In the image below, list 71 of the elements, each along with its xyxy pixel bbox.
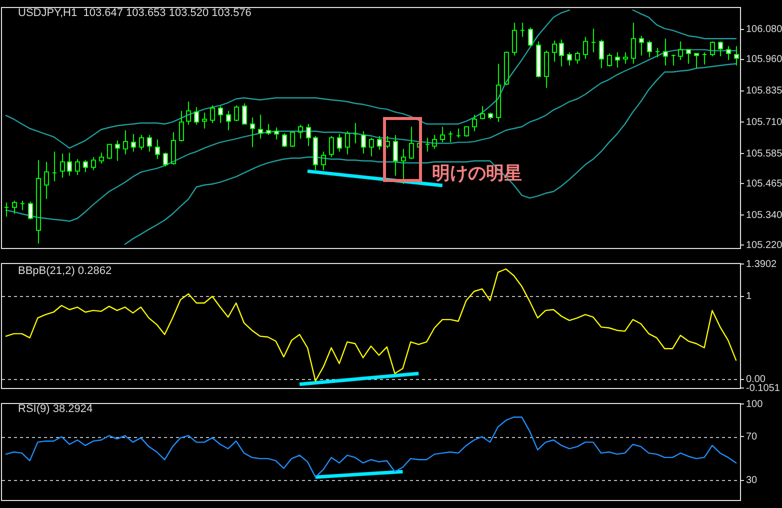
candlestick <box>559 39 564 67</box>
candlestick <box>171 132 176 166</box>
y-tick-label: 105.960 <box>746 54 782 66</box>
candlestick <box>440 126 445 143</box>
candlestick <box>147 134 152 152</box>
y-tick-label: 1.3902 <box>746 258 778 270</box>
chart-title: BBpB(21,2) 0.2862 <box>18 265 112 278</box>
y-tick-label: 105.220 <box>746 240 782 251</box>
candlestick <box>377 136 382 150</box>
candlestick <box>639 35 644 56</box>
candlestick <box>179 110 184 142</box>
candlestick <box>44 161 49 200</box>
candlestick <box>306 123 311 147</box>
candlestick <box>155 139 160 160</box>
candlestick <box>321 151 326 171</box>
candlestick <box>496 63 501 122</box>
candlestick <box>218 106 223 124</box>
candlestick <box>512 22 517 56</box>
candlestick <box>313 136 318 171</box>
candlestick <box>432 134 437 150</box>
candlestick <box>631 22 636 64</box>
chart-title: RSI(9) 38.2924 <box>18 403 93 416</box>
candlestick <box>123 130 128 155</box>
candlestick <box>202 112 207 129</box>
candlestick <box>361 130 366 154</box>
candlestick <box>60 153 65 178</box>
chart-title: USDJPY,H1 103.647 103.653 103.520 103.576 <box>18 7 252 20</box>
candlestick <box>544 50 549 88</box>
y-tick-label: 105.835 <box>746 86 782 97</box>
candlestick <box>67 152 72 176</box>
candlestick <box>663 38 668 66</box>
candlestick <box>337 134 342 152</box>
candlestick <box>734 46 739 66</box>
candlestick <box>186 101 191 126</box>
candlestick <box>686 49 691 64</box>
candlestick <box>623 52 628 64</box>
y-tick-label: 105.340 <box>746 210 782 221</box>
y-tick-label: 106.080 <box>746 24 782 36</box>
candlestick <box>250 116 255 148</box>
candlestick <box>401 148 406 184</box>
candlestick <box>274 127 279 140</box>
candlestick <box>472 114 477 132</box>
candlestick <box>258 114 263 140</box>
y-tick-label: 100 <box>746 398 764 410</box>
candlestick <box>678 40 683 60</box>
candlestick <box>36 160 41 244</box>
y-tick-label: 105.710 <box>746 116 782 128</box>
candlestick <box>552 40 557 62</box>
candlestick <box>139 134 144 150</box>
candlestick <box>226 110 231 131</box>
candlestick <box>409 126 414 160</box>
y-tick-label: -0.1051 <box>746 382 780 394</box>
annotation: 明けの明星 <box>432 163 522 185</box>
candlestick <box>345 130 350 155</box>
candlestick <box>647 40 652 58</box>
y-tick-label: 70 <box>746 431 758 442</box>
candlestick <box>726 46 731 60</box>
candlestick <box>393 134 398 176</box>
y-tick-label: 105.585 <box>746 148 782 160</box>
candlestick <box>369 137 374 157</box>
candlestick <box>583 36 588 60</box>
y-tick-label: 0.00 <box>746 374 766 386</box>
y-tick-label: 1 <box>746 291 752 302</box>
candlestick <box>115 140 120 162</box>
candlestick <box>599 39 604 69</box>
candlestick <box>615 52 620 68</box>
y-tick-label: 30 <box>746 475 758 486</box>
candlestick <box>75 158 80 176</box>
candlestick <box>131 134 136 152</box>
candlestick <box>694 52 699 69</box>
y-tick-label: 105.465 <box>746 178 782 190</box>
